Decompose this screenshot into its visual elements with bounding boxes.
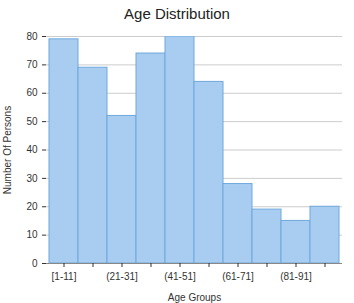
svg-text:(61-71]: (61-71] [222, 271, 254, 282]
html-text:Age Distribution: Age Distribution [124, 5, 230, 22]
svg-text:80: 80 [26, 31, 38, 42]
svg-text:30: 30 [26, 173, 38, 184]
svg-text:70: 70 [26, 59, 38, 70]
svg-text:Number Of Persons: Number Of Persons [2, 106, 13, 194]
svg-text:0: 0 [32, 258, 38, 269]
svg-text:10: 10 [26, 229, 38, 240]
svg-text:(21-31]: (21-31] [106, 271, 138, 282]
svg-text:(81-91]: (81-91] [280, 271, 312, 282]
svg-text:[1-11]: [1-11] [52, 271, 77, 282]
svg-text:20: 20 [26, 201, 38, 212]
svg-text:40: 40 [26, 144, 38, 155]
svg-text:60: 60 [26, 87, 38, 98]
svg-text:Age Groups: Age Groups [168, 292, 221, 303]
svg-text:(41-51]: (41-51] [164, 271, 196, 282]
svg-text:50: 50 [26, 116, 38, 127]
